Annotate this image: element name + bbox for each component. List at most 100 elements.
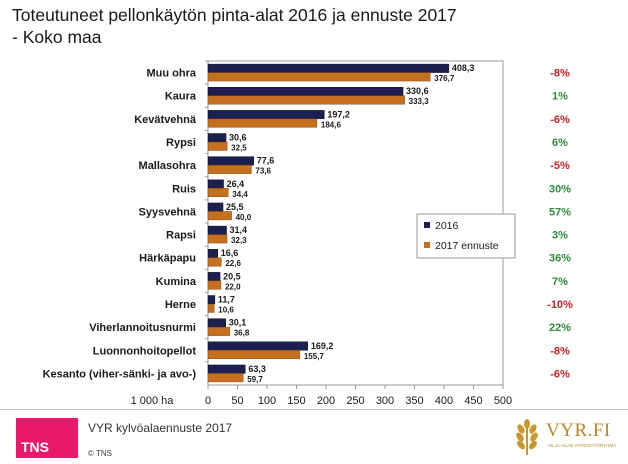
axis-unit-label: 1 000 ha bbox=[131, 395, 175, 407]
legend-swatch-2017 bbox=[424, 242, 430, 248]
category-label: Herne bbox=[165, 299, 196, 311]
data-label-2016: 20,5 bbox=[223, 271, 241, 281]
category-label: Mallasohra bbox=[139, 160, 197, 172]
category-label: Muu ohra bbox=[147, 68, 197, 80]
change-label: 6% bbox=[552, 137, 568, 149]
x-tick-label: 400 bbox=[435, 395, 453, 407]
x-tick-label: 150 bbox=[287, 395, 305, 407]
category-label: Luonnonhoitopellot bbox=[93, 345, 197, 357]
x-tick-label: 0 bbox=[205, 395, 211, 407]
tns-logo-text: TNS bbox=[21, 439, 49, 455]
change-label: -8% bbox=[550, 68, 570, 80]
legend-box bbox=[416, 213, 516, 259]
data-label-2016: 30,6 bbox=[229, 133, 247, 143]
bar-2017 bbox=[207, 95, 405, 105]
change-label: -5% bbox=[550, 160, 570, 172]
bar-2017 bbox=[207, 141, 228, 151]
bar-2016 bbox=[207, 272, 221, 282]
change-label: 22% bbox=[549, 322, 571, 334]
bar-2016 bbox=[207, 295, 216, 305]
category-label: Syysvehnä bbox=[139, 206, 197, 218]
bar-2017 bbox=[207, 303, 215, 313]
bar-2017 bbox=[207, 234, 228, 244]
change-label: 30% bbox=[549, 183, 571, 195]
bar-2016 bbox=[207, 156, 254, 166]
footer-divider bbox=[0, 409, 628, 410]
legend-swatch-2016 bbox=[424, 222, 430, 228]
x-tick-label: 50 bbox=[231, 395, 243, 407]
bar-2017 bbox=[207, 373, 244, 383]
x-tick-label: 300 bbox=[376, 395, 394, 407]
data-label-2016: 11,7 bbox=[218, 295, 235, 305]
bar-2016 bbox=[207, 318, 226, 328]
data-label-2016: 30,1 bbox=[229, 318, 247, 328]
change-label: -6% bbox=[550, 368, 570, 380]
bar-2016 bbox=[207, 225, 227, 235]
bar-2016 bbox=[207, 133, 227, 143]
x-tick-label: 250 bbox=[346, 395, 364, 407]
footer-copyright: © TNS bbox=[88, 449, 112, 458]
change-label: 7% bbox=[552, 276, 568, 288]
bar-2017 bbox=[207, 350, 301, 359]
tns-logo-icon: TNS bbox=[16, 418, 78, 458]
data-label-2016: 169,2 bbox=[311, 341, 334, 351]
change-label: 57% bbox=[549, 206, 571, 218]
data-label-2017: 155,7 bbox=[304, 352, 325, 361]
bar-2016 bbox=[207, 179, 224, 189]
data-label-2017: 32,3 bbox=[231, 236, 247, 245]
chart-title-line1: Toteutuneet pellonkäytön pinta-alat 2016… bbox=[12, 5, 457, 25]
data-label-2016: 77,6 bbox=[257, 156, 275, 166]
x-tick-label: 450 bbox=[464, 395, 482, 407]
legend-label-2016: 2016 bbox=[435, 220, 459, 232]
data-label-2016: 63,3 bbox=[248, 364, 266, 374]
category-label: Härkäpapu bbox=[139, 253, 196, 265]
vyr-logo-text: VYR.FI bbox=[546, 420, 611, 441]
data-label-2017: 22,6 bbox=[225, 259, 241, 268]
bar-2016 bbox=[207, 364, 246, 374]
data-label-2016: 26,4 bbox=[227, 179, 245, 189]
bar-2016 bbox=[207, 249, 218, 258]
data-label-2017: 22,0 bbox=[225, 282, 241, 291]
change-label: 1% bbox=[552, 91, 568, 103]
category-label: Rypsi bbox=[166, 137, 196, 149]
x-tick-label: 350 bbox=[405, 395, 423, 407]
bar-2017 bbox=[207, 72, 431, 82]
data-label-2017: 36,8 bbox=[234, 329, 250, 338]
category-label: Viherlannoitusnurmi bbox=[89, 322, 196, 334]
change-label: 36% bbox=[549, 253, 571, 265]
chart-title-line2: - Koko maa bbox=[12, 27, 102, 47]
chart-title: Toteutuneet pellonkäytön pinta-alat 2016… bbox=[12, 4, 457, 48]
bar-2017 bbox=[207, 164, 252, 174]
change-label: -6% bbox=[550, 114, 570, 126]
data-label-2016: 31,4 bbox=[230, 225, 248, 235]
x-tick-label: 500 bbox=[494, 395, 512, 407]
change-label: -10% bbox=[547, 299, 573, 311]
vyr-logo-tagline: VILJA-ALAN YHTEISTYÖRYHMÄ bbox=[548, 443, 617, 448]
change-label: 3% bbox=[552, 230, 568, 242]
change-label: -8% bbox=[550, 345, 570, 357]
bar-2016 bbox=[207, 87, 404, 96]
data-label-2017: 32,5 bbox=[231, 144, 247, 153]
x-tick-label: 200 bbox=[317, 395, 335, 407]
legend-label-2017: 2017 ennuste bbox=[435, 240, 499, 252]
bar-2017 bbox=[207, 188, 229, 197]
data-label-2016: 330,6 bbox=[406, 86, 429, 96]
category-label: Rapsi bbox=[166, 230, 196, 242]
category-label: Kesanto (viher-sänki- ja avo-) bbox=[43, 368, 197, 380]
category-label: Kaura bbox=[165, 91, 197, 103]
data-label-2017: 184,6 bbox=[321, 120, 342, 129]
vyr-logo: VYR.FI VILJA-ALAN YHTEISTYÖRYHMÄ bbox=[508, 418, 618, 458]
data-label-2017: 376,7 bbox=[434, 74, 455, 83]
category-label: Kevätvehnä bbox=[134, 114, 197, 126]
bar-2016 bbox=[207, 341, 309, 351]
data-label-2016: 25,5 bbox=[226, 202, 244, 212]
bar-2017 bbox=[207, 326, 230, 336]
bar-2017 bbox=[207, 257, 222, 267]
bar-2016 bbox=[207, 110, 325, 120]
x-tick-label: 100 bbox=[258, 395, 276, 407]
category-label: Ruis bbox=[172, 183, 196, 195]
bar-2017 bbox=[207, 211, 232, 221]
data-label-2017: 10,6 bbox=[218, 306, 234, 315]
bar-2017 bbox=[207, 118, 318, 128]
